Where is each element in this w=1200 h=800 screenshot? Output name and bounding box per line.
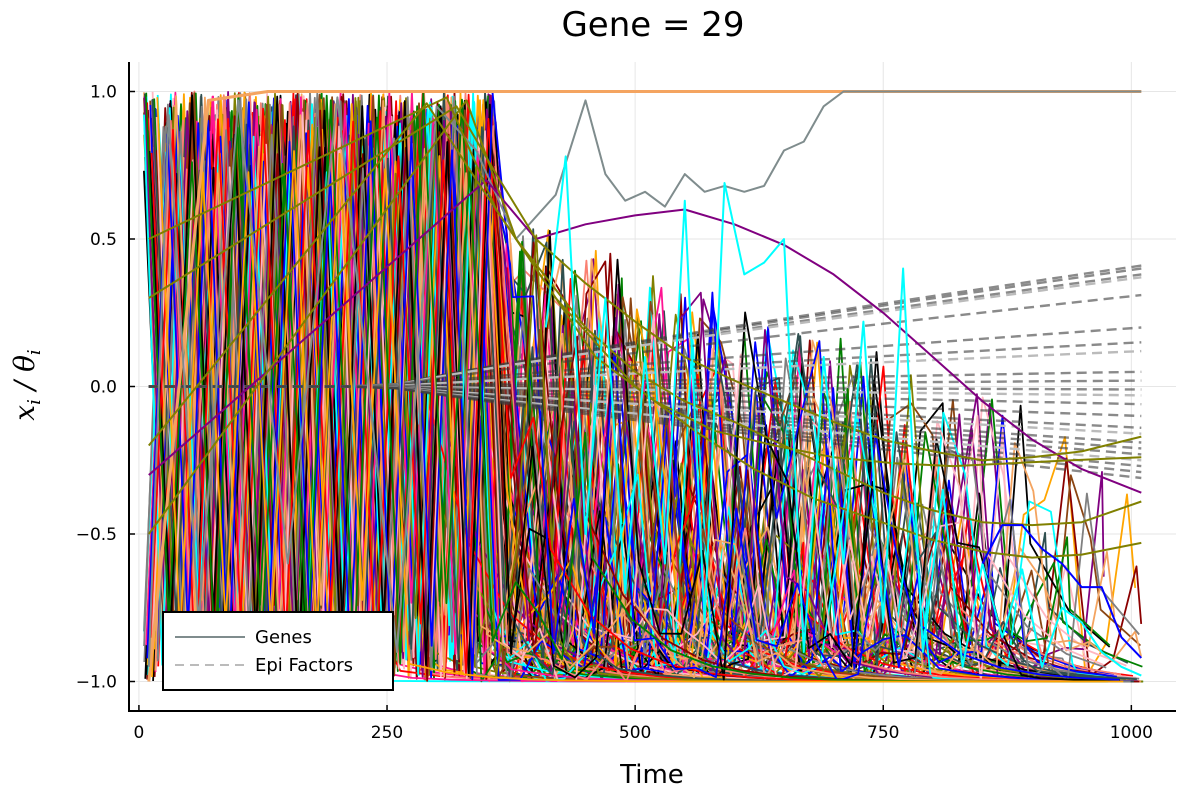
gene-series-6 <box>148 102 1142 468</box>
x-tick-label: 750 <box>867 723 899 743</box>
gene-series-1 <box>147 90 1142 667</box>
y-ticks: −1.0 −0.5 0.0 0.5 1.0 <box>76 83 135 693</box>
y-tick-label: 0.0 <box>90 378 117 398</box>
x-tick-label: 1000 <box>1110 723 1153 743</box>
x-tick-label: 0 <box>134 723 145 743</box>
gene-series-0 <box>147 90 1142 682</box>
gene-series-3 <box>148 105 1142 462</box>
gene-series-8 <box>981 524 1143 659</box>
gene-series-7 <box>544 155 1142 677</box>
y-tick-label: 0.5 <box>90 230 117 250</box>
legend: Genes Epi Factors <box>162 611 394 691</box>
x-tick-label: 250 <box>371 723 403 743</box>
plot-lines <box>143 90 1144 683</box>
y-tick-label: 1.0 <box>90 83 117 103</box>
gene-trace-line <box>146 91 1120 682</box>
epi-factor-line <box>148 385 1142 480</box>
chart-title: Gene = 29 <box>561 5 744 45</box>
y-tick-label: −1.0 <box>76 673 117 693</box>
legend-box <box>162 611 394 691</box>
legend-epi-label: Epi Factors <box>255 655 353 676</box>
legend-genes-label: Genes <box>255 627 312 648</box>
x-ticks: 0 250 500 750 1000 <box>134 705 1153 743</box>
x-axis-label: Time <box>619 760 684 790</box>
gene-trace-line <box>148 94 1121 682</box>
y-tick-label: −0.5 <box>76 525 117 545</box>
y-axis-label: xi / θi <box>8 349 45 420</box>
x-tick-label: 500 <box>619 723 651 743</box>
